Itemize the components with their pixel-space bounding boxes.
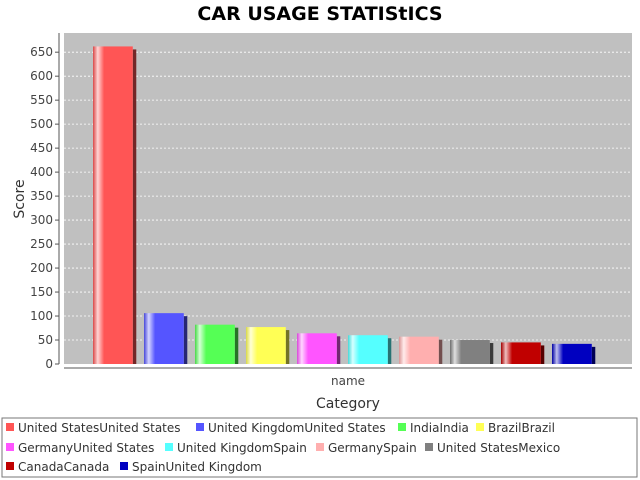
- y-tick-label: 400: [30, 165, 53, 179]
- y-tick-label: 50: [38, 333, 53, 347]
- bar: [297, 333, 337, 364]
- y-tick-label: 150: [30, 285, 53, 299]
- y-axis-ticks: 0 50 100 150 200 250 300 350 400 450 500 550 600 650: [30, 45, 59, 371]
- bar: [93, 46, 133, 364]
- bar: [450, 340, 490, 364]
- bar-shadow: [183, 316, 188, 364]
- legend-label: SpainUnited Kingdom: [132, 460, 262, 474]
- y-tick-label: 200: [30, 261, 53, 275]
- legend-label: BrazilBrazil: [488, 421, 555, 435]
- bar-shadow: [132, 49, 137, 364]
- bar-shadow: [540, 345, 545, 364]
- legend-swatch: [6, 462, 14, 470]
- bar-shadow: [489, 343, 494, 364]
- bar-shadow: [285, 330, 290, 364]
- bar-shadow: [336, 336, 341, 364]
- legend-swatch: [316, 443, 324, 451]
- x-axis-label: Category: [316, 396, 380, 412]
- legend-swatch: [6, 443, 14, 451]
- legend-swatch: [476, 423, 484, 431]
- y-tick-label: 250: [30, 237, 53, 251]
- bar-shadow: [234, 327, 239, 364]
- bar: [195, 324, 235, 364]
- chart-title: CAR USAGE STATIStICS: [197, 3, 442, 25]
- legend-label: CanadaCanada: [18, 460, 109, 474]
- bars: [93, 46, 596, 364]
- y-tick-label: 600: [30, 69, 53, 83]
- bar: [501, 342, 541, 364]
- bar-shadow: [387, 338, 392, 364]
- y-tick-label: 550: [30, 93, 53, 107]
- bar: [348, 335, 388, 364]
- legend-swatch: [120, 462, 128, 470]
- bar-shadow: [438, 339, 443, 364]
- y-tick-label: 650: [30, 45, 53, 59]
- legend-swatch: [398, 423, 406, 431]
- y-tick-label: 450: [30, 141, 53, 155]
- bar: [552, 343, 592, 364]
- y-tick-label: 300: [30, 213, 53, 227]
- legend-items: United StatesUnited States United Kingdom…: [6, 421, 560, 474]
- legend-label: United StatesUnited States: [18, 421, 181, 435]
- legend-label: GermanyUnited States: [18, 441, 154, 455]
- legend-label: GermanySpain: [328, 441, 417, 455]
- y-tick-label: 350: [30, 189, 53, 203]
- y-axis-label: Score: [12, 179, 28, 218]
- legend-swatch: [196, 423, 204, 431]
- bar: [144, 313, 184, 364]
- y-tick-label: 0: [45, 357, 53, 371]
- y-tick-label: 100: [30, 309, 53, 323]
- legend-swatch: [6, 423, 14, 431]
- y-tick-label: 500: [30, 117, 53, 131]
- legend-label: United KingdomUnited States: [208, 421, 386, 435]
- x-tick-label: name: [331, 374, 365, 388]
- legend-label: United StatesMexico: [437, 441, 560, 455]
- legend-swatch: [425, 443, 433, 451]
- legend-label: IndiaIndia: [410, 421, 469, 435]
- bar-shadow: [591, 346, 596, 364]
- legend-swatch: [165, 443, 173, 451]
- bar: [246, 327, 286, 364]
- plot-area: [64, 33, 632, 364]
- bar: [399, 336, 439, 364]
- legend-label: United KingdomSpain: [177, 441, 307, 455]
